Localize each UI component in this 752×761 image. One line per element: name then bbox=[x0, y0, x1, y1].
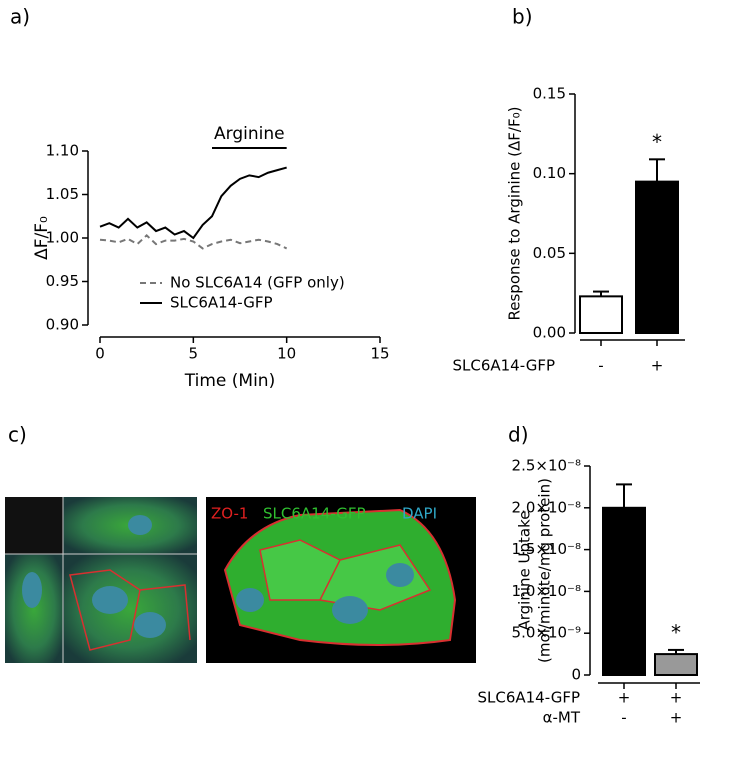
x-row-name: α-MT bbox=[543, 709, 581, 727]
x-tick-label: 10 bbox=[277, 345, 296, 363]
series-line bbox=[99, 166, 287, 240]
panel-label: c) bbox=[8, 423, 27, 447]
y-axis-label: ΔF/F₀ bbox=[32, 216, 52, 260]
y-tick-label: 1.0×10⁻⁸ bbox=[512, 582, 581, 600]
x-tick-label: + bbox=[618, 689, 631, 707]
image-label: DAPI bbox=[402, 505, 437, 523]
y-tick-label: 5.0×10⁻⁹ bbox=[512, 624, 581, 642]
bar bbox=[602, 506, 646, 676]
x-tick-label: + bbox=[670, 689, 683, 707]
bar bbox=[579, 295, 623, 334]
significance-mark: * bbox=[671, 620, 681, 644]
x-tick-label: - bbox=[621, 709, 626, 727]
y-tick-label: 0.95 bbox=[46, 272, 79, 290]
y-axis-label: (mol/minute/mg protein) bbox=[536, 478, 554, 663]
panel-label: b) bbox=[512, 5, 533, 29]
bar bbox=[654, 653, 698, 676]
y-axis-label: Response to Arginine (ΔF/F₀) bbox=[506, 107, 524, 321]
legend-label: SLC6A14-GFP bbox=[170, 294, 273, 312]
y-tick-label: 0.00 bbox=[533, 324, 566, 342]
panel-label: a) bbox=[10, 5, 30, 29]
x-tick-label: 0 bbox=[95, 345, 105, 363]
y-tick-label: 0.15 bbox=[533, 85, 566, 103]
bar bbox=[635, 180, 679, 334]
y-axis-label: Arginine Uptake bbox=[516, 511, 534, 631]
y-tick-label: 0.05 bbox=[533, 244, 566, 262]
x-tick-label: + bbox=[670, 709, 683, 727]
series-line bbox=[99, 234, 288, 250]
annotation: Arginine bbox=[214, 124, 285, 144]
x-tick-label: 15 bbox=[370, 345, 389, 363]
y-tick-label: 1.00 bbox=[46, 229, 79, 247]
y-tick-label: 2.5×10⁻⁸ bbox=[512, 457, 581, 475]
y-tick-label: 1.05 bbox=[46, 185, 79, 203]
y-tick-label: 1.5×10⁻⁸ bbox=[512, 540, 581, 558]
microscopy-3d: ZO-1 SLC6A14-GFP DAPI bbox=[206, 497, 476, 663]
image-label: ZO-1 bbox=[211, 505, 248, 523]
y-tick-label: 2.0×10⁻⁸ bbox=[512, 498, 581, 516]
x-tick-label: - bbox=[598, 357, 603, 375]
image-label: SLC6A14-GFP bbox=[263, 505, 366, 523]
y-tick-label: 0.10 bbox=[533, 164, 566, 182]
x-tick-label: 5 bbox=[189, 345, 199, 363]
panel-label: d) bbox=[508, 423, 529, 447]
y-tick-label: 0 bbox=[571, 666, 581, 684]
x-row-name: SLC6A14-GFP bbox=[452, 357, 555, 375]
y-tick-label: 1.10 bbox=[46, 142, 79, 160]
y-tick-label: 0.90 bbox=[46, 316, 79, 334]
x-axis-label: Time (Min) bbox=[184, 371, 275, 391]
microscopy-orthogonal bbox=[5, 497, 197, 663]
x-row-name: SLC6A14-GFP bbox=[477, 689, 580, 707]
significance-mark: * bbox=[652, 130, 662, 154]
x-tick-label: + bbox=[651, 357, 664, 375]
legend-label: No SLC6A14 (GFP only) bbox=[170, 274, 345, 292]
